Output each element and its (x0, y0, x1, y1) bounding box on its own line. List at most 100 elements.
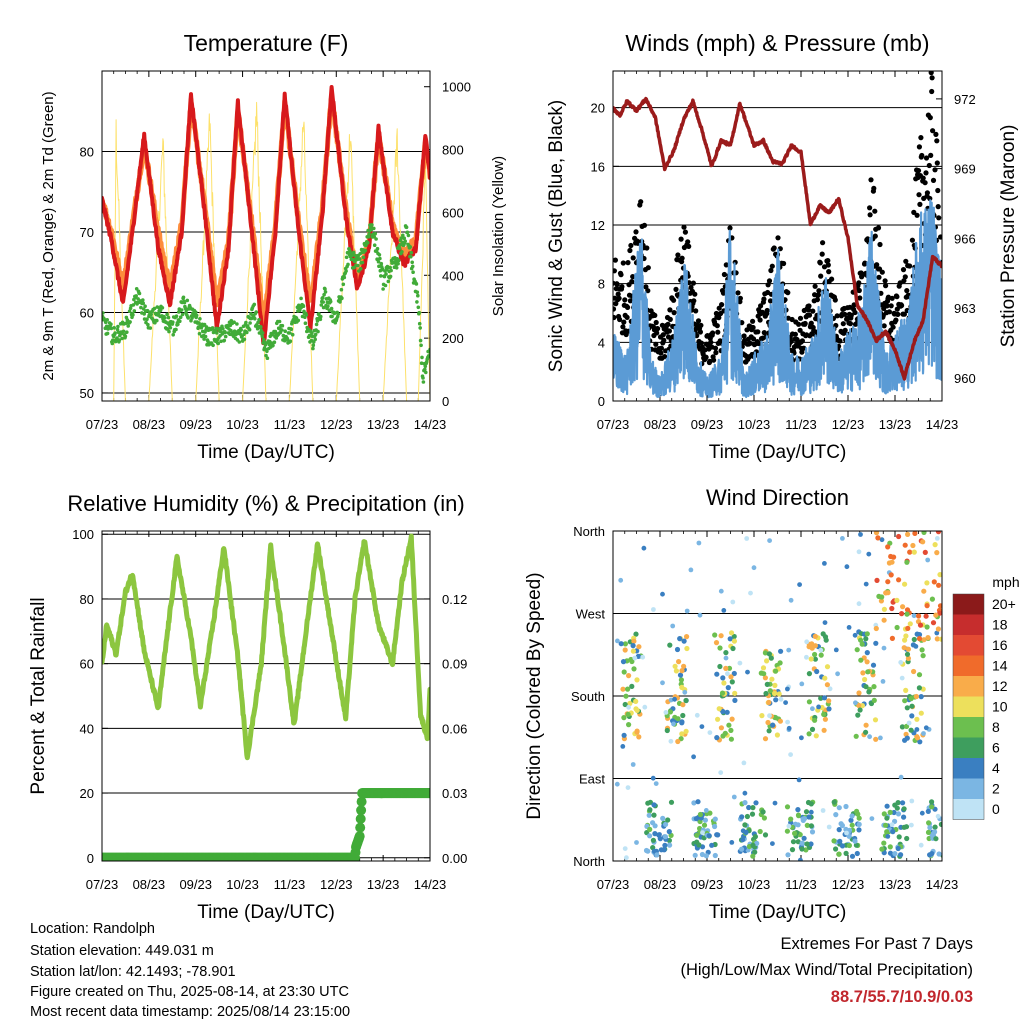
direction-point (947, 820, 952, 825)
x-tick-label: 09/23 (179, 877, 212, 892)
gust-point (614, 281, 620, 288)
dewpoint-point (388, 265, 393, 270)
direction-point (634, 729, 640, 735)
y-tick-label: 60 (80, 305, 94, 320)
direction-point (901, 814, 907, 820)
direction-point (657, 836, 663, 842)
panel-title: Winds (mph) & Pressure (mb) (625, 30, 929, 56)
dewpoint-point (370, 223, 374, 227)
direction-point (664, 727, 670, 734)
direction-point (647, 826, 653, 833)
direction-point (651, 848, 658, 854)
direction-point (714, 671, 720, 677)
footer-created: Figure created on Thu, 2025-08-14, at 23… (30, 984, 349, 1000)
gust-point (862, 260, 868, 266)
dewpoint-point (167, 329, 171, 334)
direction-point (809, 829, 816, 835)
direction-point (679, 684, 685, 691)
dewpoint-point (381, 287, 385, 291)
gust-point (819, 251, 825, 257)
direction-point (860, 670, 866, 676)
gust-point (817, 260, 823, 266)
direction-point (808, 809, 814, 815)
direction-point (724, 709, 730, 715)
gust-point (815, 292, 822, 298)
dewpoint-point (134, 294, 138, 298)
dewpoint-point (316, 329, 320, 334)
gust-point (900, 267, 907, 273)
dewpoint-point (418, 338, 423, 343)
gust-point (775, 235, 781, 241)
colorbar-label: 6 (992, 740, 1000, 756)
direction-point (892, 851, 898, 857)
gust-point (771, 245, 777, 251)
dewpoint-point (338, 300, 342, 304)
x-tick-label: 12/23 (320, 417, 353, 432)
direction-point (848, 817, 854, 823)
direction-point (765, 719, 771, 726)
gust-point (929, 88, 935, 95)
direction-point (723, 650, 729, 656)
direction-point (932, 542, 938, 548)
direction-point (929, 596, 936, 602)
direction-point (826, 698, 832, 704)
gust-point (847, 321, 854, 327)
direction-point (718, 633, 724, 639)
colorbar-label: 4 (992, 760, 1000, 776)
y-axis-label-right: Station Pressure (Maroon) (998, 125, 1019, 348)
gust-point (764, 307, 770, 314)
direction-point (767, 688, 773, 694)
direction-point (876, 593, 882, 600)
dewpoint-point (421, 376, 425, 380)
gust-point (935, 204, 941, 210)
direction-point (715, 716, 721, 722)
dewpoint-point (256, 320, 260, 325)
dewpoint-point (350, 253, 355, 258)
gust-point (879, 269, 885, 275)
series-station-pressure (613, 96, 942, 381)
dewpoint-point (402, 236, 407, 240)
gust-point (927, 115, 933, 121)
dewpoint-point (320, 296, 325, 300)
dewpoint-point (214, 326, 219, 331)
direction-point (934, 536, 940, 541)
direction-point (772, 800, 778, 806)
direction-point (837, 838, 843, 845)
direction-point (929, 804, 935, 810)
gust-point (899, 302, 905, 309)
direction-point (740, 837, 746, 843)
dewpoint-point (252, 302, 257, 307)
dewpoint-point (186, 316, 190, 320)
gust-point (629, 279, 635, 285)
direction-point (720, 708, 726, 715)
gust-point (938, 234, 942, 240)
dewpoint-point (115, 327, 120, 332)
dewpoint-point (178, 319, 182, 324)
dewpoint-point (257, 318, 261, 322)
direction-point (916, 685, 923, 691)
direction-point (742, 790, 748, 796)
series-2m-dewpoint (102, 223, 430, 384)
direction-point (920, 653, 926, 659)
dewpoint-point (142, 312, 146, 316)
y-tick-label: 0 (598, 394, 605, 409)
gust-point (741, 333, 747, 339)
gust-point (810, 308, 816, 314)
direction-point (932, 824, 938, 830)
direction-point (654, 852, 660, 858)
direction-point (929, 799, 935, 805)
direction-point (805, 799, 812, 806)
direction-point (890, 829, 896, 835)
direction-point (909, 703, 915, 709)
direction-point (662, 842, 668, 848)
direction-point (744, 536, 750, 541)
direction-point (853, 842, 860, 848)
direction-point (758, 670, 764, 676)
dewpoint-point (158, 308, 163, 313)
direction-point (660, 591, 665, 597)
gust-point (665, 334, 672, 340)
gust-point (877, 241, 883, 248)
dewpoint-point (283, 329, 288, 334)
gust-point (630, 274, 636, 280)
dewpoint-point (165, 327, 170, 331)
